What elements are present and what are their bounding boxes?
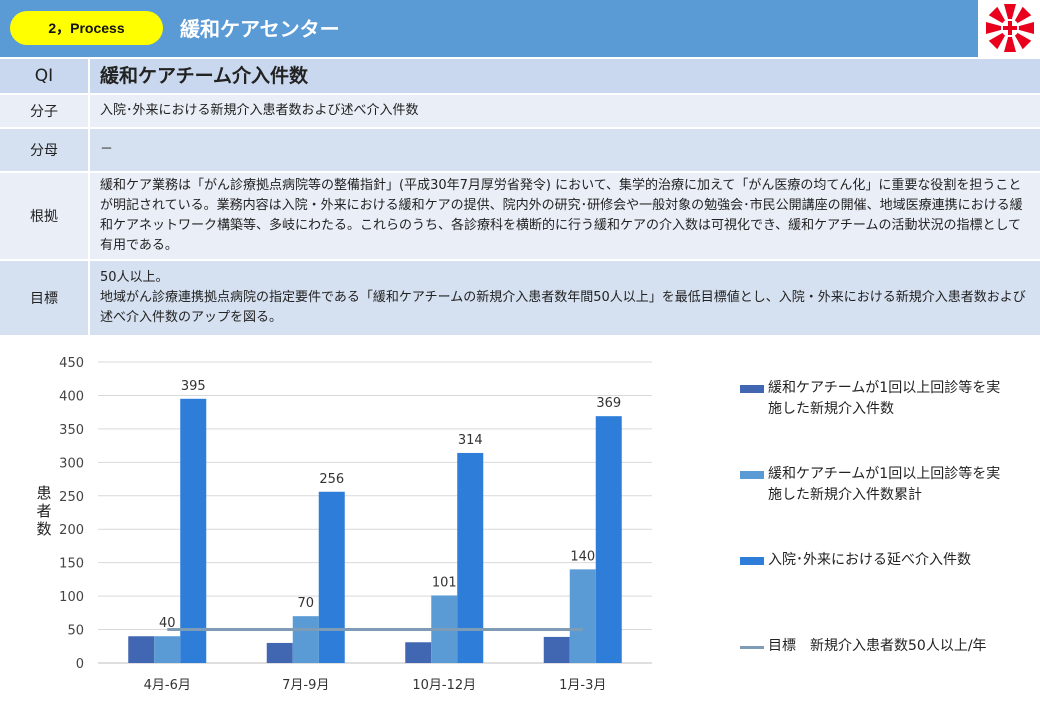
- bar-series2-0: [180, 398, 207, 663]
- numerator-text: 入院･外来における新規介入患者数および述べ介入件数: [100, 103, 419, 118]
- y-tick-label: 300: [59, 456, 84, 471]
- legend-label: 目標 新規介入患者数50人以上/年: [768, 638, 987, 654]
- denominator-label: 分母: [0, 129, 90, 171]
- rationale-text: 緩和ケア業務は「がん診療拠点病院等の整備指針」(平成30年7月厚労省発令) にお…: [100, 178, 1023, 253]
- goal-line-1: 50人以上。: [100, 270, 169, 285]
- bar-series1-1: [292, 616, 319, 663]
- bar-chart: 0 50 100 150 200 250 300 350 400 450 40 395 4月-6月 70 2…: [59, 356, 652, 693]
- legend-line-swatch: [740, 646, 764, 649]
- legend-item: 緩和ケアチームが1回以上回診等を実施した新規介入件数: [740, 378, 1013, 420]
- bar-series0-3: [543, 636, 570, 663]
- y-axis-label: 患者数: [36, 484, 52, 538]
- data-label: 314: [458, 433, 483, 448]
- goal-label: 目標: [0, 261, 90, 335]
- denominator-text: －: [100, 142, 114, 157]
- numerator-label: 分子: [0, 95, 90, 127]
- center-title: 緩和ケアセンター: [180, 17, 340, 41]
- bar-series0-1: [266, 642, 293, 663]
- header-bar: 2，Process 緩和ケアセンター: [0, 0, 978, 57]
- legend-label: 緩和ケアチームが1回以上回診等を実施した新規介入件数: [768, 380, 1001, 417]
- bar-series0-2: [405, 642, 432, 663]
- section-label: 2，Process: [10, 11, 163, 45]
- legend-item: 入院･外来における延べ介入件数: [740, 550, 1013, 571]
- data-label: 256: [319, 472, 344, 487]
- goal-line-2: 地域がん診療連携拠点病院の指定要件である「緩和ケアチームの新規介入患者数年間50…: [100, 290, 1026, 325]
- y-tick-label: 250: [59, 490, 84, 505]
- data-label: 369: [596, 396, 621, 411]
- y-tick-label: 450: [59, 356, 84, 371]
- y-tick-label: 150: [59, 557, 84, 572]
- legend-item: 目標 新規介入患者数50人以上/年: [740, 636, 1013, 657]
- data-label: 40: [159, 616, 176, 631]
- data-label: 101: [432, 575, 457, 590]
- y-tick-label: 50: [67, 624, 84, 639]
- denominator-row: 分母 －: [0, 129, 1040, 173]
- numerator-row: 分子 入院･外来における新規介入患者数および述べ介入件数: [0, 95, 1040, 129]
- bar-series0-0: [128, 636, 155, 663]
- qi-label: QI: [0, 59, 90, 93]
- y-tick-label: 100: [59, 590, 84, 605]
- hospital-logo: [980, 0, 1040, 57]
- y-tick-label: 400: [59, 389, 84, 404]
- bar-series2-3: [595, 416, 622, 663]
- legend-swatch: [740, 471, 764, 479]
- legend-item: 緩和ケアチームが1回以上回診等を実施した新規介入件数累計: [740, 464, 1013, 506]
- x-tick-label: 1月-3月: [559, 678, 606, 693]
- x-tick-label: 10月-12月: [412, 678, 476, 693]
- data-label: 70: [297, 596, 314, 611]
- y-tick-label: 200: [59, 523, 84, 538]
- qi-table: QI 緩和ケアチーム介入件数 分子 入院･外来における新規介入患者数および述べ介…: [0, 59, 1040, 337]
- legend-swatch: [740, 557, 764, 565]
- legend-label: 入院･外来における延べ介入件数: [768, 552, 971, 568]
- qi-row: QI 緩和ケアチーム介入件数: [0, 59, 1040, 95]
- data-label: 395: [181, 379, 206, 394]
- data-label: 140: [570, 549, 595, 564]
- y-tick-label: 350: [59, 423, 84, 438]
- legend-label: 緩和ケアチームが1回以上回診等を実施した新規介入件数累計: [768, 466, 1001, 503]
- y-tick-label: 0: [76, 657, 84, 672]
- goal-row: 目標 50人以上。 地域がん診療連携拠点病院の指定要件である「緩和ケアチームの新…: [0, 261, 1040, 337]
- rationale-row: 根拠 緩和ケア業務は「がん診療拠点病院等の整備指針」(平成30年7月厚労省発令)…: [0, 173, 1040, 261]
- bar-series1-3: [569, 569, 596, 663]
- bar-series1-0: [154, 636, 181, 663]
- qi-value: 緩和ケアチーム介入件数: [100, 65, 309, 87]
- x-tick-label: 7月-9月: [282, 678, 329, 693]
- bar-series2-1: [318, 491, 345, 663]
- bar-series2-2: [457, 452, 484, 663]
- legend-swatch: [740, 385, 764, 393]
- rationale-label: 根拠: [0, 173, 90, 259]
- goal-text: 50人以上。 地域がん診療連携拠点病院の指定要件である「緩和ケアチームの新規介入…: [90, 261, 1040, 335]
- x-tick-label: 4月-6月: [144, 678, 191, 693]
